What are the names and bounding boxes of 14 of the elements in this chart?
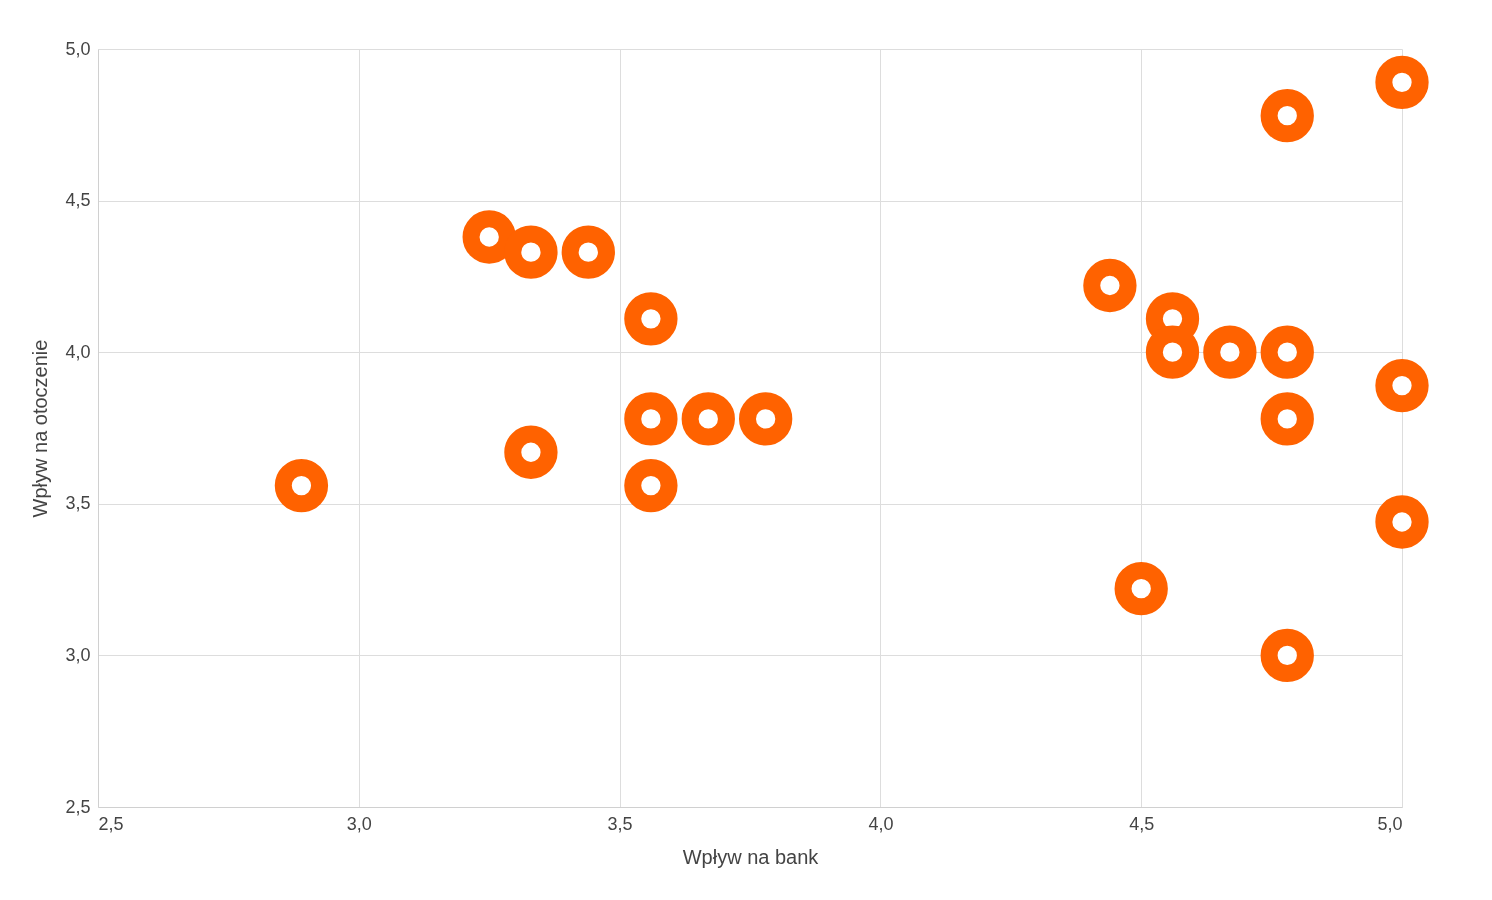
y-tick-label: 5,0: [65, 38, 91, 59]
x-tick-label: 5,0: [1377, 813, 1403, 834]
y-tick-label: 4,0: [65, 341, 91, 362]
x-tick-label: 4,0: [868, 813, 894, 834]
x-axis-title: Wpływ na bank: [682, 845, 820, 868]
x-tick-label: 4,5: [1129, 813, 1155, 834]
y-tick-label: 2,5: [65, 796, 91, 817]
y-tick-label: 4,5: [65, 190, 91, 211]
y-tick-label: 3,5: [65, 493, 91, 514]
y-tick-label: 3,0: [65, 644, 91, 665]
x-tick-label: 2,5: [98, 813, 124, 834]
y-axis-title: Wpływ na otoczenie: [29, 339, 52, 518]
x-tick-label: 3,0: [346, 813, 372, 834]
x-tick-label: 3,5: [607, 813, 633, 834]
